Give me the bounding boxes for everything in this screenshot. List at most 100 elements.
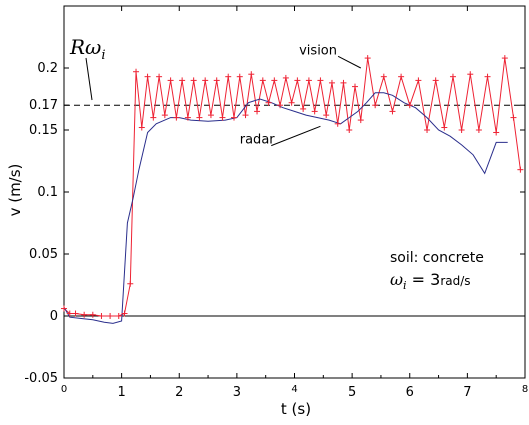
vision-data-point [517, 166, 524, 173]
vision-data-point [133, 68, 140, 75]
vision-data-point [265, 99, 272, 106]
vision-data-point [213, 77, 220, 84]
vision-data-point [72, 310, 79, 317]
vision-data-point [259, 77, 266, 84]
vision-data-point [317, 77, 324, 84]
vision-data-point [467, 71, 474, 78]
vision-data-point [493, 129, 500, 136]
vision-data-point [236, 73, 243, 80]
vision-data-point [98, 313, 105, 319]
vision-data-point [196, 114, 203, 121]
x-tick-label: 8 [522, 384, 528, 395]
vision-data-point [458, 127, 465, 133]
radar-series-line [63, 92, 508, 324]
vision-data-point [340, 79, 347, 86]
vision-data-point [449, 73, 456, 80]
x-axis-label: t (s) [281, 400, 311, 418]
y-axis-label: v (m/s) [6, 164, 24, 217]
info-omega-eq: = 3 [407, 270, 441, 289]
y-tick-label: 0.15 [29, 123, 58, 138]
info-omega-sub: i [403, 279, 407, 292]
x-tick-label: 5 [348, 385, 356, 400]
radar-annotation-text: radar [240, 133, 276, 148]
y-tick-label: 0.2 [37, 61, 58, 76]
vision-data-point [300, 105, 307, 112]
vision-data-point [441, 124, 448, 131]
vision-data-point [352, 83, 359, 90]
vision-data-point [415, 77, 422, 84]
vision-data-point [288, 99, 295, 106]
vision-data-point [248, 71, 255, 78]
vision-data-point [432, 77, 439, 84]
vision-data-point [406, 102, 413, 109]
vision-data-point [179, 77, 186, 84]
vision-data-point [372, 102, 379, 109]
reference-label-pointer [85, 57, 93, 101]
vision-data-point [66, 310, 73, 317]
x-tick-label: 4 [291, 384, 297, 395]
vision-data-point [190, 77, 197, 84]
vision-data-point [305, 77, 312, 84]
x-tick-label: 0 [61, 384, 67, 395]
vision-data-point [501, 55, 508, 62]
info-omega-unit: rad/s [440, 274, 470, 288]
reference-line-label-main: Rω [69, 35, 101, 59]
vision-data-point [357, 117, 364, 124]
vision-data-point [127, 280, 134, 287]
x-tick-label: 2 [175, 385, 183, 400]
vision-data-point [398, 73, 405, 80]
vision-data-point [380, 73, 387, 80]
vision-annotation-text: vision [299, 43, 337, 58]
vision-data-point [424, 127, 431, 133]
vision-markers-group [61, 55, 524, 319]
vision-data-point [138, 124, 145, 131]
vision-data-point [156, 73, 163, 80]
vision-data-point [115, 313, 122, 319]
y-tick-label: 0 [50, 309, 58, 324]
vision-data-point [161, 112, 168, 119]
vision-data-point [202, 77, 209, 84]
x-tick-label: 7 [463, 385, 471, 400]
vision-data-point [173, 114, 180, 121]
vision-data-point [282, 74, 289, 81]
vision-data-point [484, 73, 491, 80]
vision-data-point [207, 112, 214, 119]
x-tick-label: 3 [233, 385, 241, 400]
vision-data-point [121, 310, 128, 317]
vision-data-point [184, 114, 191, 121]
y-tick-label: 0.1 [37, 185, 58, 200]
vision-data-point [242, 112, 249, 119]
vision-data-point [364, 55, 371, 62]
y-tick-label: 0.05 [29, 247, 58, 262]
vision-data-point [510, 114, 517, 121]
vision-data-point [225, 73, 232, 80]
info-soil-text: soil: concrete [390, 250, 484, 266]
x-tick-label: 6 [406, 385, 414, 400]
vision-data-point [277, 102, 284, 109]
vision-data-point [230, 114, 237, 121]
vision-data-point [81, 311, 88, 318]
vision-data-point [311, 108, 318, 115]
vision-data-point [107, 313, 114, 319]
vision-data-point [389, 108, 396, 115]
vision-data-point [144, 73, 151, 80]
vision-data-point [61, 305, 67, 312]
reference-line-label: Rωi [69, 35, 106, 63]
radar-annotation-pointer [271, 125, 321, 147]
info-omega-symbol: ω [390, 270, 403, 289]
vision-data-point [346, 127, 353, 133]
vision-data-point [271, 77, 278, 84]
x-tick-label: 1 [117, 385, 125, 400]
vision-data-point [475, 127, 482, 133]
vision-data-point [150, 114, 157, 121]
vision-data-point [89, 311, 96, 318]
vision-data-point [254, 108, 261, 115]
vision-data-point [294, 77, 301, 84]
vision-data-point [323, 112, 330, 119]
vision-data-point [219, 114, 226, 121]
vision-data-point [334, 120, 341, 127]
vision-data-point [167, 77, 174, 84]
